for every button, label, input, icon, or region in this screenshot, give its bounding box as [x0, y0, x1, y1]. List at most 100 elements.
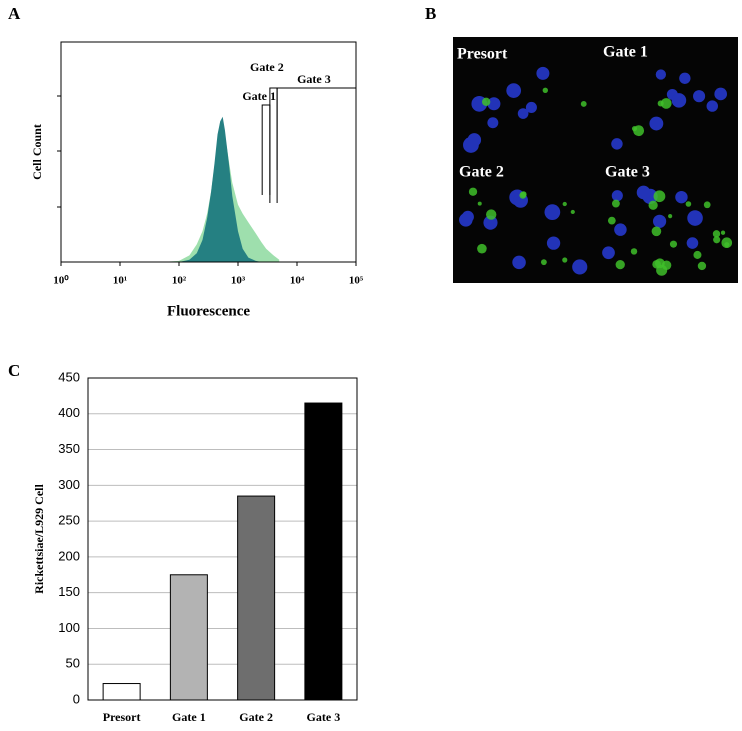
bacteria	[615, 259, 625, 270]
bacteria	[712, 230, 721, 238]
nucleus	[714, 87, 728, 101]
bacteria	[660, 98, 672, 109]
nucleus	[614, 223, 627, 236]
nucleus	[611, 138, 623, 150]
nucleus	[693, 90, 706, 103]
y-tick-label: 250	[58, 513, 80, 528]
panel-letter: A	[8, 4, 21, 23]
bar	[102, 683, 141, 701]
nucleus	[483, 215, 498, 230]
x-tick-label: 10⁰	[53, 275, 69, 287]
panel-letter: B	[425, 4, 436, 23]
gate-bracket	[269, 87, 278, 203]
y-tick-label: 100	[58, 620, 80, 635]
nucleus	[636, 185, 651, 200]
bar	[169, 574, 208, 701]
bacteria	[648, 200, 658, 210]
bacteria	[477, 243, 487, 254]
nucleus	[655, 69, 667, 80]
image-label: Gate 3	[605, 164, 650, 181]
y-axis-label: Rickettsiae/L929 Cell	[32, 484, 46, 594]
y-axis-label: Cell Count	[30, 124, 44, 180]
x-tick-label: 10⁴	[290, 275, 305, 287]
bar	[304, 402, 343, 701]
gate-bracket	[261, 104, 271, 195]
bacteria	[542, 87, 548, 93]
bacteria	[657, 100, 664, 107]
bacteria	[724, 242, 730, 248]
bacteria	[653, 190, 666, 203]
y-tick-label: 350	[58, 441, 80, 456]
gate-bracket	[276, 87, 357, 170]
nucleus	[506, 83, 522, 98]
nucleus	[611, 190, 623, 202]
nucleus	[675, 190, 688, 204]
nucleus	[546, 236, 561, 250]
bacteria	[580, 101, 587, 107]
x-axis-label: Fluorescence	[167, 303, 250, 319]
nucleus	[487, 97, 501, 111]
nucleus	[463, 137, 479, 153]
histogram-area	[161, 116, 280, 262]
panel-letter: C	[8, 361, 20, 380]
bacteria	[651, 226, 662, 237]
x-tick-label: Gate 1	[172, 710, 206, 724]
x-tick-label: Presort	[103, 710, 141, 724]
x-tick-label: 10¹	[113, 275, 127, 287]
y-tick-label: 0	[73, 691, 80, 706]
bacteria	[562, 201, 567, 207]
image-label: Presort	[457, 46, 508, 63]
bacteria	[611, 199, 620, 208]
nucleus	[487, 117, 499, 129]
bacteria	[697, 261, 707, 271]
nucleus	[679, 72, 691, 84]
bacteria	[468, 187, 478, 196]
bacteria	[481, 97, 491, 106]
gate-label: Gate 2	[250, 60, 284, 74]
image-label: Gate 2	[459, 164, 504, 181]
nucleus	[536, 66, 550, 80]
nucleus	[602, 246, 615, 260]
x-tick-label: Gate 3	[307, 710, 341, 724]
bacteria	[570, 209, 575, 215]
x-tick-label: Gate 2	[239, 710, 273, 724]
gate-label: Gate 3	[297, 72, 331, 86]
nucleus	[652, 214, 667, 228]
nucleus	[686, 237, 699, 249]
bacteria	[703, 201, 711, 209]
y-tick-label: 50	[66, 656, 80, 671]
y-tick-label: 400	[58, 405, 80, 420]
bar	[237, 495, 276, 701]
y-tick-label: 150	[58, 584, 80, 599]
image-label: Gate 1	[603, 44, 648, 61]
gate-label: Gate 1	[242, 89, 276, 103]
plot-frame	[87, 377, 358, 701]
bacteria	[685, 201, 692, 207]
nucleus	[671, 93, 687, 108]
x-tick-label: 10²	[172, 275, 187, 287]
bacteria	[630, 248, 638, 255]
x-tick-label: 10³	[231, 275, 246, 287]
bacteria	[562, 257, 568, 263]
y-tick-label: 450	[58, 369, 80, 384]
nucleus	[687, 210, 703, 226]
bacteria	[519, 191, 527, 199]
bacteria	[713, 236, 721, 244]
nucleus	[525, 101, 537, 113]
nucleus	[544, 204, 561, 221]
y-tick-label: 300	[58, 477, 80, 492]
bacteria	[486, 209, 497, 220]
nucleus	[459, 213, 473, 227]
nucleus	[517, 108, 529, 119]
nucleus	[706, 100, 718, 112]
bacteria	[633, 125, 645, 137]
x-tick-label: 10⁵	[349, 275, 364, 287]
bacteria	[477, 201, 482, 206]
bacteria	[607, 216, 616, 225]
bacteria	[693, 250, 702, 259]
nucleus	[649, 116, 664, 131]
nucleus	[512, 255, 526, 270]
nucleus	[572, 259, 588, 275]
